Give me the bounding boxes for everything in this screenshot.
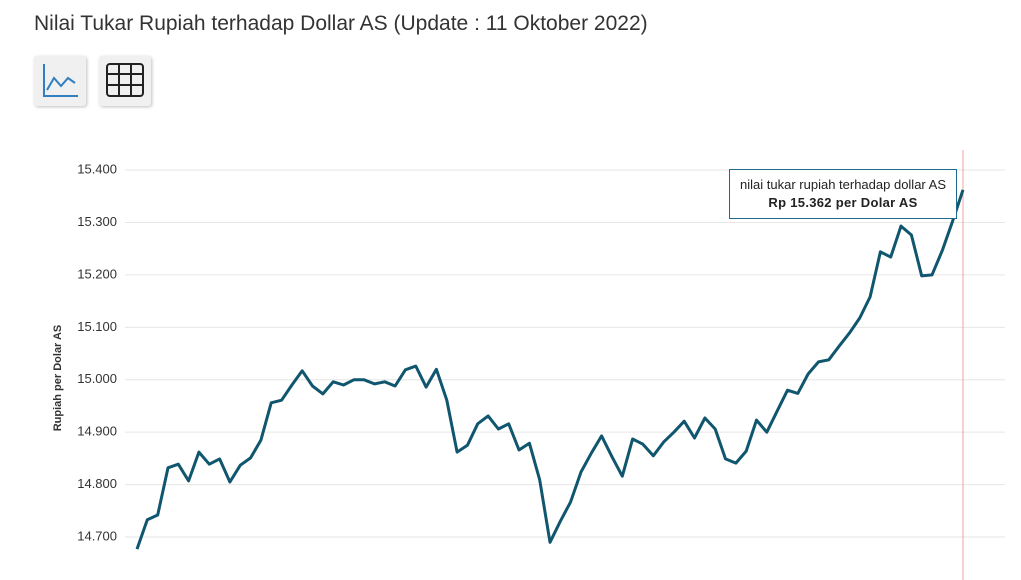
y-tick-label: 15.100 <box>77 319 117 334</box>
y-tick-label: 14.700 <box>77 528 117 543</box>
y-tick-label: 15.200 <box>77 266 117 281</box>
table-icon <box>106 63 144 97</box>
y-axis-label: Rupiah per Dolar AS <box>52 325 64 432</box>
y-tick-label: 15.400 <box>77 161 117 176</box>
line-icon <box>43 64 78 97</box>
y-tick-label: 14.900 <box>77 424 117 439</box>
data-line <box>135 189 965 550</box>
y-tick-label: 15.300 <box>77 214 117 229</box>
tooltip: nilai tukar rupiah terhadap dollar AS Rp… <box>729 169 957 219</box>
y-tick-label: 15.000 <box>77 371 117 386</box>
tooltip-title: nilai tukar rupiah terhadap dollar AS <box>740 177 946 192</box>
chart-title: Nilai Tukar Rupiah terhadap Dollar AS (U… <box>34 12 648 35</box>
y-tick-label: 14.800 <box>77 476 117 491</box>
tooltip-value: Rp 15.362 per Dolar AS <box>768 195 918 210</box>
line-view-button[interactable] <box>34 56 86 106</box>
table-view-button[interactable] <box>99 56 151 106</box>
